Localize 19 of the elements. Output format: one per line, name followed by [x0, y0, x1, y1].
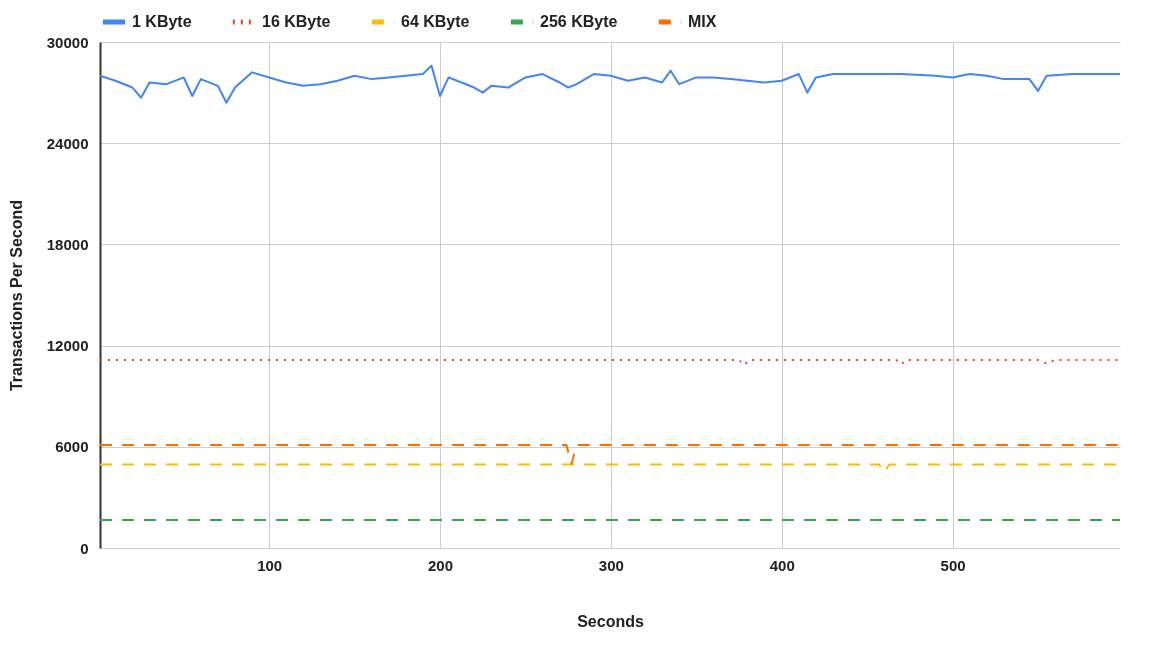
y-tick-label: 18000 [46, 235, 89, 253]
legend-label: 256 KByte [540, 13, 618, 30]
x-tick-label: 400 [769, 556, 795, 574]
y-axis-title: Transactions Per Second [7, 199, 25, 392]
legend-label: MIX [688, 13, 717, 30]
y-tick-label: 24000 [46, 134, 89, 152]
legend-label: 1 KByte [132, 13, 192, 30]
legend-label: 64 KByte [401, 13, 470, 30]
x-tick-label: 200 [427, 556, 454, 574]
y-tick-label: 0 [80, 539, 89, 557]
y-tick-label: 12000 [46, 337, 89, 355]
y-tick-label: 6000 [55, 438, 89, 456]
y-tick-label: 30000 [46, 33, 89, 51]
x-tick-label: 300 [598, 556, 624, 574]
legend-label: 16 KByte [262, 13, 331, 30]
x-tick-label: 500 [940, 556, 966, 574]
line-series [99, 64, 1121, 104]
x-tick-label: 100 [257, 556, 283, 574]
x-axis-title: Seconds [577, 612, 644, 630]
